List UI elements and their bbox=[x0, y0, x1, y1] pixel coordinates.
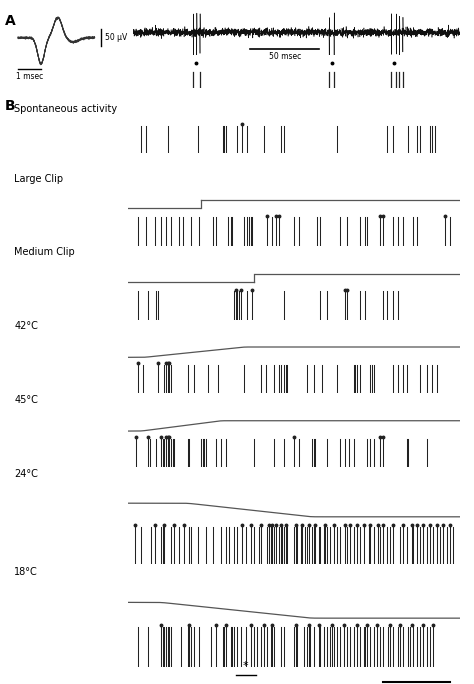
Text: Spontaneous activity: Spontaneous activity bbox=[14, 104, 118, 114]
Text: 1 msec: 1 msec bbox=[16, 73, 43, 81]
Text: *: * bbox=[243, 661, 248, 671]
Text: 50 μV: 50 μV bbox=[105, 34, 127, 42]
Text: 24°C: 24°C bbox=[14, 469, 38, 479]
Text: 45°C: 45°C bbox=[14, 395, 38, 405]
Text: Large Clip: Large Clip bbox=[14, 174, 64, 184]
Text: A: A bbox=[5, 14, 16, 27]
Text: B: B bbox=[5, 99, 15, 113]
Text: 50 msec: 50 msec bbox=[269, 52, 301, 61]
Text: Medium Clip: Medium Clip bbox=[14, 248, 75, 257]
Text: 42°C: 42°C bbox=[14, 321, 38, 331]
Text: 18°C: 18°C bbox=[14, 566, 38, 577]
